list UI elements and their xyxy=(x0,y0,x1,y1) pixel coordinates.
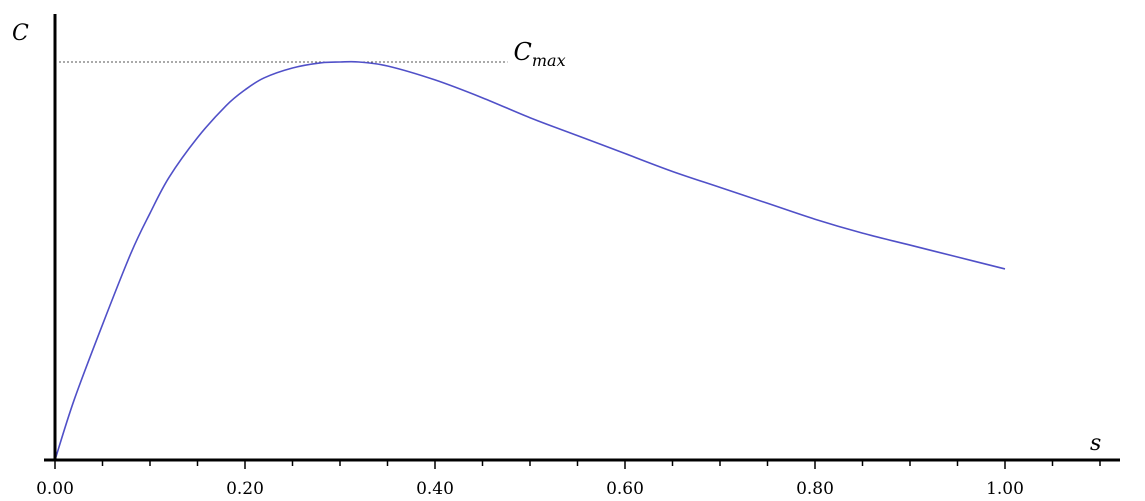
x-tick-label: 0.20 xyxy=(226,479,264,499)
x-tick-label: 1.00 xyxy=(986,479,1024,499)
series-layer xyxy=(54,60,1006,461)
axes-layer xyxy=(44,14,1120,462)
x-tick-label: 0.60 xyxy=(606,479,644,499)
x-tick-label: 0.40 xyxy=(416,479,454,499)
x-tick-label: 0.00 xyxy=(36,479,74,499)
x-axis-label: s xyxy=(1090,431,1101,456)
cmax-main-text: C xyxy=(514,38,532,66)
cmax-annotation: Cmax xyxy=(514,38,566,70)
x-ticks: 0.00 0.20 0.40 0.60 0.80 1.00 xyxy=(36,460,1101,499)
series-line-0 xyxy=(54,60,1006,461)
annotation-layer: Cmax xyxy=(514,38,566,70)
y-axis-label: C xyxy=(12,21,29,46)
x-tick-label: 0.80 xyxy=(796,479,834,499)
cmax-subscript: max xyxy=(532,51,566,70)
